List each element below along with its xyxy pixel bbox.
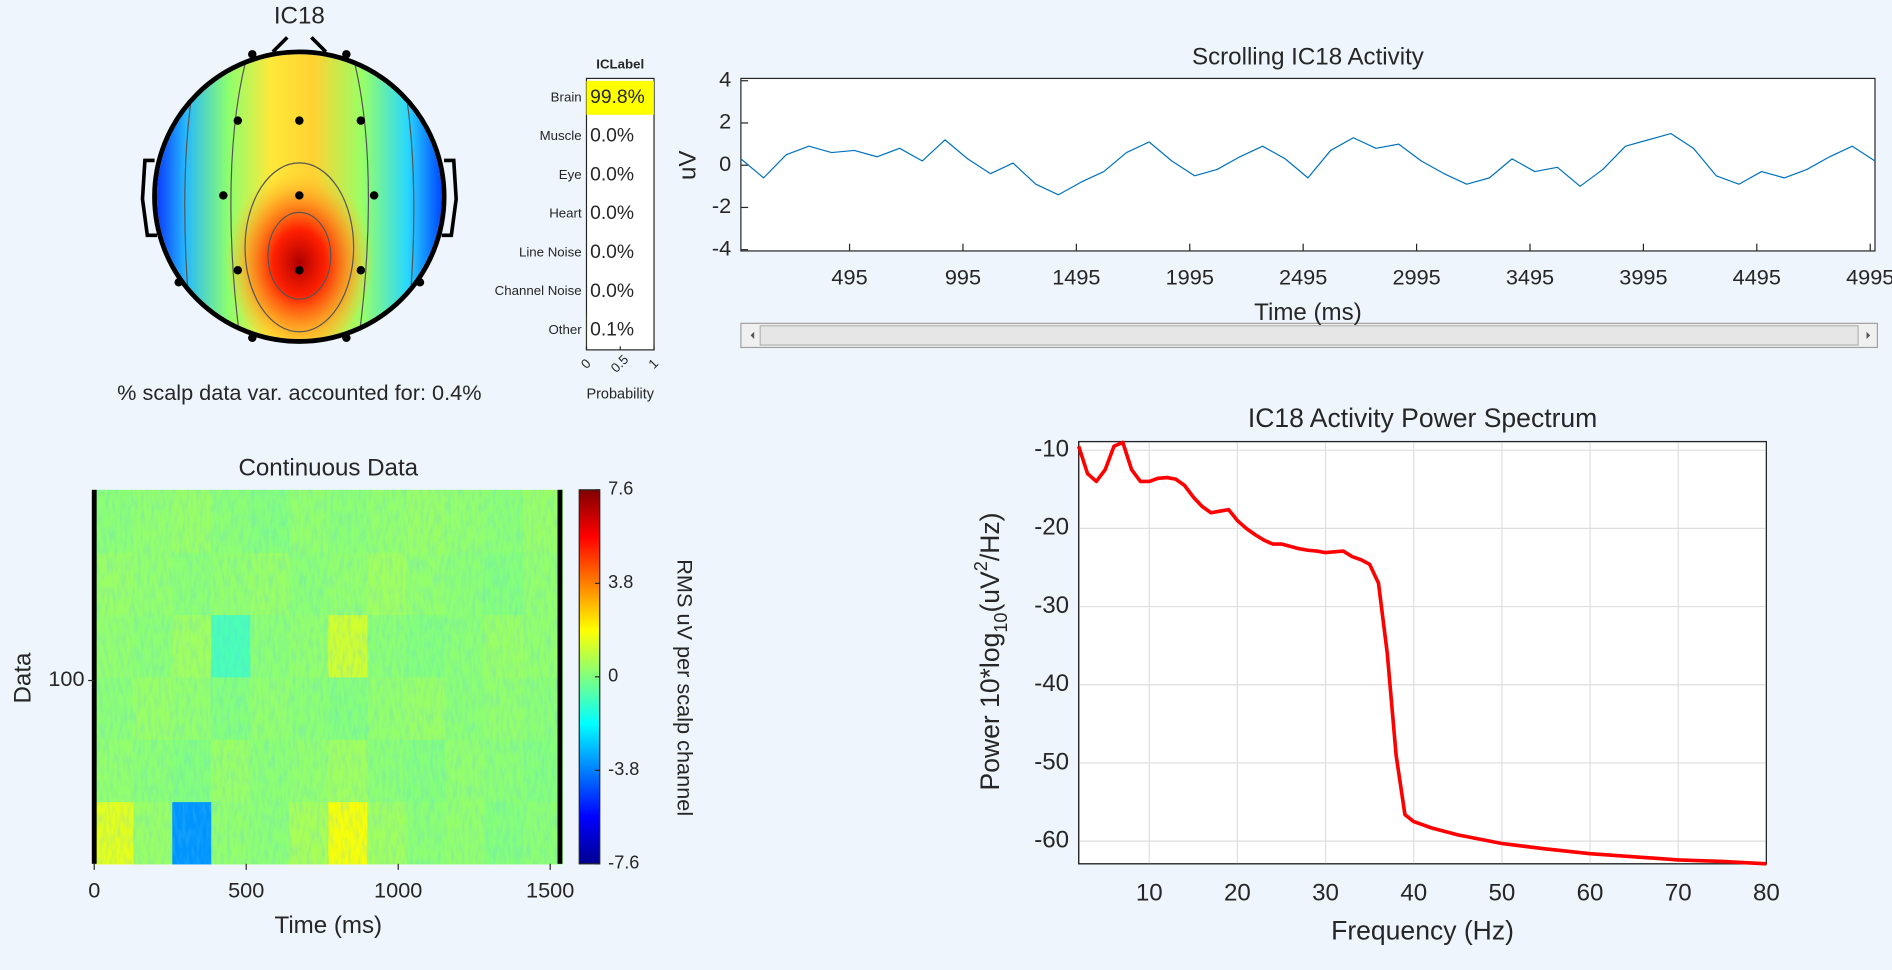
category-label: Eye [559,167,582,182]
x-tick-label: 10 [1136,879,1163,906]
y-tick-label: -50 [1034,748,1069,775]
y-axis-label-part: 10 [991,613,1011,633]
electrodes [174,50,425,343]
bar [586,80,654,115]
y-tick-label: 0 [719,151,731,176]
ears [140,158,458,238]
x-tick-label: 495 [831,264,867,289]
y-axis-label: uV [674,151,701,181]
edge-bar [557,489,563,864]
topomap-title: IC18 [274,2,325,29]
x-tick-label: 40 [1400,879,1427,906]
x-tick-label: 50 [1488,879,1515,906]
y-tick-label: -2 [712,193,731,218]
x-tick-label: 0.5 [608,352,632,376]
y-axis-label-part: Power 10*log [975,633,1005,791]
colorbar-tick-label: -7.6 [608,853,639,873]
colorbar-tick-label: 3.8 [608,572,633,592]
x-tick-label: 1500 [526,877,574,902]
edge-bar [91,489,97,864]
y-axis-label-part: (uV [975,571,1005,613]
nose [271,36,328,54]
colorbar-label: RMS uV per scalp channel [672,559,697,816]
x-axis-label: Time (ms) [274,912,382,939]
value-label: 0.0% [590,203,634,224]
x-tick-label: 1000 [374,877,422,902]
category-label: Brain [551,89,582,104]
value-label: 0.0% [590,126,634,147]
y-tick-label: -20 [1034,514,1069,541]
x-tick-label: 70 [1665,879,1692,906]
y-tick-label: -60 [1034,827,1069,854]
axes-box [585,77,655,351]
y-axis-label: Power 10*log10(uV2/Hz) [971,513,1011,791]
value-label: 0.0% [590,281,634,302]
y-tick-label: 4 [719,66,731,91]
signal-line [740,132,1876,196]
x-tick-label: 2995 [1392,264,1440,289]
chart-title: Scrolling IC18 Activity [1192,43,1424,70]
x-tick-label: 500 [228,877,264,902]
x-tick-label: 4995 [1846,264,1892,289]
iclabel-title: ICLabel [596,57,644,72]
x-tick-label: 60 [1577,879,1604,906]
axes-box [740,77,1876,252]
x-tick-label: 2495 [1279,264,1327,289]
y-tick-label: -40 [1034,670,1069,697]
value-label: 0.0% [590,242,634,263]
category-label: Other [548,322,582,337]
chart-title: Continuous Data [238,455,418,482]
category-label: Heart [549,206,582,221]
chart-title: IC18 Activity Power Spectrum [1248,403,1597,433]
category-label: Line Noise [519,244,582,259]
y-axis-label-part: 2 [971,561,991,571]
colorbar-tick-label: 0 [608,666,618,686]
y-tick-label: -30 [1034,592,1069,619]
axes-box [1078,440,1768,865]
value-label: 0.1% [590,320,634,341]
scroll-thumb[interactable] [759,325,1859,346]
colorbar-tick-label: 7.6 [608,479,633,499]
value-label: 99.8% [590,87,645,108]
colorbar-tick-label: -3.8 [608,759,639,779]
axes-box [1078,440,1768,865]
x-tick-label: 1995 [1166,264,1214,289]
x-tick-label: 20 [1224,879,1251,906]
x-axis-label: Frequency (Hz) [1331,916,1514,946]
head-outline [152,49,447,344]
x-tick-label: 0 [88,877,100,902]
spectrum-line [1076,440,1767,866]
x-tick-label: 30 [1312,879,1339,906]
topomap: IC18 % scalp data var. accounted for: 0.… [117,2,481,405]
x-axis-label: Time (ms) [1254,299,1362,326]
value-label: 0.0% [590,164,634,185]
x-tick-label: 3995 [1619,264,1667,289]
category-label: Muscle [540,128,582,143]
x-tick-label: 0 [578,356,594,372]
x-tick-label: 1 [645,356,661,372]
x-tick-label: 1495 [1052,264,1100,289]
y-tick-label: 100 [48,666,84,691]
y-tick-label: -10 [1034,436,1069,463]
x-tick-label: 4495 [1733,264,1781,289]
x-tick-label: 995 [945,264,981,289]
y-axis-label-part: /Hz) [975,513,1005,562]
x-axis-label: Probability [586,386,654,402]
heatmap-texture [94,489,563,864]
y-tick-label: -4 [712,235,731,260]
x-tick-label: 3495 [1506,264,1554,289]
y-axis-label: Data [10,652,37,704]
scrollbar[interactable] [740,322,1878,349]
topomap-caption: % scalp data var. accounted for: 0.4% [117,380,481,405]
scalp-hotspot [224,159,375,340]
category-label: Channel Noise [495,283,582,298]
x-tick-label: 80 [1753,879,1780,906]
y-tick-label: 2 [719,109,731,134]
